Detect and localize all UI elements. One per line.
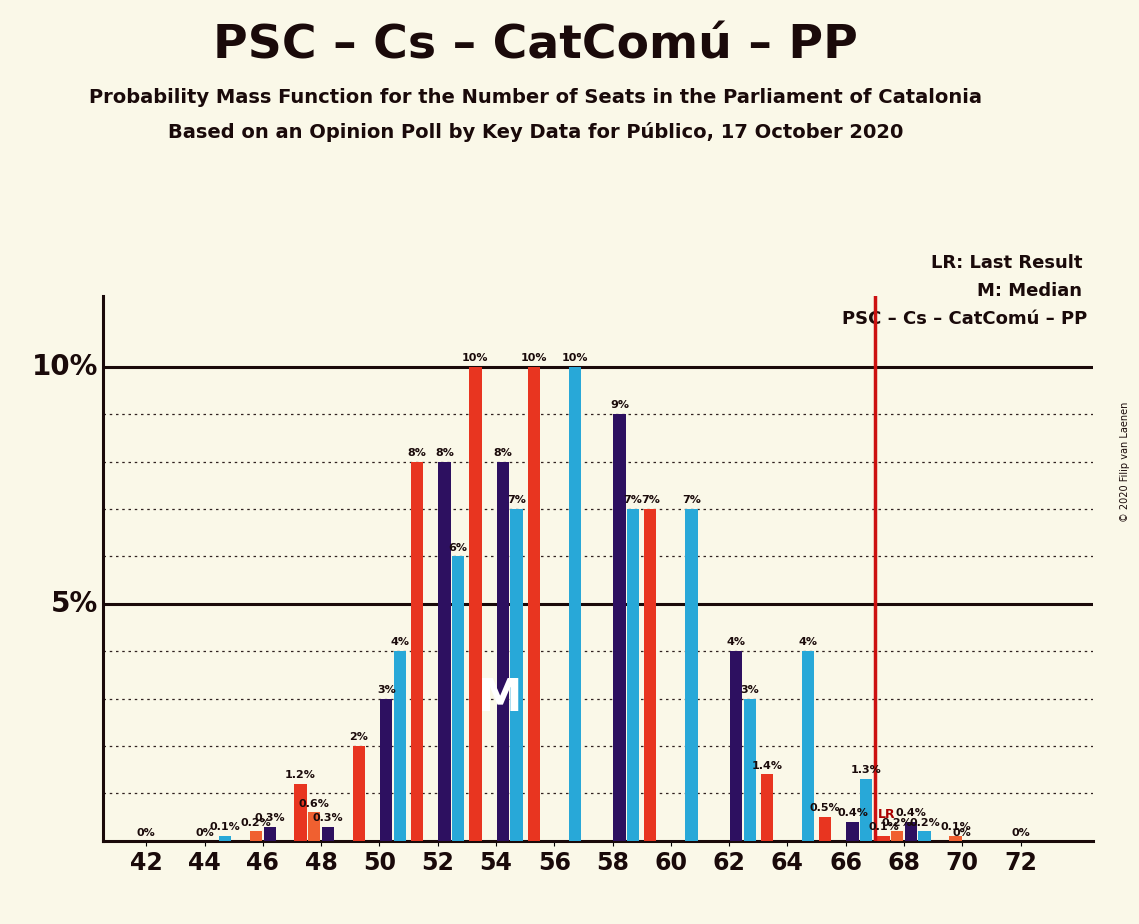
Text: PSC – Cs – CatComú – PP: PSC – Cs – CatComú – PP xyxy=(213,23,858,68)
Text: 5%: 5% xyxy=(51,590,98,618)
Text: 8%: 8% xyxy=(435,448,454,457)
Text: 0%: 0% xyxy=(1011,829,1030,838)
Text: 0.1%: 0.1% xyxy=(940,822,970,833)
Text: 0.1%: 0.1% xyxy=(210,822,240,833)
Bar xyxy=(904,821,917,841)
Bar xyxy=(353,746,364,841)
Bar xyxy=(645,509,656,841)
Bar xyxy=(613,414,625,841)
Text: 0.1%: 0.1% xyxy=(868,822,899,833)
Text: © 2020 Filip van Laenen: © 2020 Filip van Laenen xyxy=(1121,402,1130,522)
Text: 0.5%: 0.5% xyxy=(810,803,841,813)
Text: 7%: 7% xyxy=(641,495,659,505)
Text: 1.4%: 1.4% xyxy=(752,760,782,771)
Text: 0%: 0% xyxy=(137,829,156,838)
Bar xyxy=(411,462,424,841)
Bar xyxy=(309,812,320,841)
Text: 10%: 10% xyxy=(521,353,547,363)
Text: Probability Mass Function for the Number of Seats in the Parliament of Catalonia: Probability Mass Function for the Number… xyxy=(89,88,982,107)
Bar xyxy=(568,367,581,841)
Bar xyxy=(686,509,697,841)
Text: 0%: 0% xyxy=(195,829,214,838)
Text: 7%: 7% xyxy=(682,495,700,505)
Text: 0%: 0% xyxy=(953,829,972,838)
Bar xyxy=(510,509,523,841)
Bar xyxy=(761,774,773,841)
Text: 0.3%: 0.3% xyxy=(254,813,285,823)
Bar xyxy=(219,836,231,841)
Bar xyxy=(860,779,872,841)
Bar xyxy=(877,836,890,841)
Text: 0.4%: 0.4% xyxy=(895,808,926,818)
Bar xyxy=(626,509,639,841)
Text: 7%: 7% xyxy=(624,495,642,505)
Text: 7%: 7% xyxy=(507,495,526,505)
Text: 8%: 8% xyxy=(493,448,513,457)
Bar xyxy=(452,556,465,841)
Text: 0.2%: 0.2% xyxy=(909,818,940,828)
Text: 10%: 10% xyxy=(462,353,489,363)
Text: 6%: 6% xyxy=(449,542,468,553)
Text: 0.2%: 0.2% xyxy=(240,818,271,828)
Bar xyxy=(527,367,540,841)
Text: PSC – Cs – CatComú – PP: PSC – Cs – CatComú – PP xyxy=(843,310,1088,328)
Text: 3%: 3% xyxy=(377,685,395,695)
Text: 10%: 10% xyxy=(562,353,588,363)
Bar xyxy=(322,827,334,841)
Bar xyxy=(394,651,407,841)
Text: 8%: 8% xyxy=(408,448,427,457)
Bar xyxy=(730,651,743,841)
Text: 10%: 10% xyxy=(32,353,98,381)
Text: M: Median: M: Median xyxy=(977,282,1082,299)
Bar xyxy=(497,462,509,841)
Text: LR: LR xyxy=(878,808,895,821)
Bar xyxy=(380,699,392,841)
Text: 0.6%: 0.6% xyxy=(298,798,329,808)
Text: 4%: 4% xyxy=(391,638,409,648)
Bar xyxy=(439,462,451,841)
Bar xyxy=(294,784,306,841)
Text: 1.2%: 1.2% xyxy=(285,771,316,780)
Text: 9%: 9% xyxy=(609,400,629,410)
Bar xyxy=(249,832,262,841)
Text: 0.2%: 0.2% xyxy=(882,818,912,828)
Bar xyxy=(846,821,859,841)
Text: 3%: 3% xyxy=(740,685,759,695)
Text: 4%: 4% xyxy=(727,638,746,648)
Text: M: M xyxy=(478,677,523,720)
Bar xyxy=(263,827,276,841)
Bar xyxy=(891,832,903,841)
Bar xyxy=(802,651,814,841)
Text: 0.3%: 0.3% xyxy=(312,813,343,823)
Bar xyxy=(918,832,931,841)
Text: 2%: 2% xyxy=(350,732,368,742)
Bar xyxy=(744,699,756,841)
Bar xyxy=(949,836,961,841)
Text: 1.3%: 1.3% xyxy=(851,765,882,775)
Text: 4%: 4% xyxy=(798,638,818,648)
Text: Based on an Opinion Poll by Key Data for Público, 17 October 2020: Based on an Opinion Poll by Key Data for… xyxy=(167,122,903,142)
Bar xyxy=(819,817,831,841)
Text: LR: Last Result: LR: Last Result xyxy=(931,254,1082,272)
Text: 0.4%: 0.4% xyxy=(837,808,868,818)
Bar xyxy=(469,367,482,841)
